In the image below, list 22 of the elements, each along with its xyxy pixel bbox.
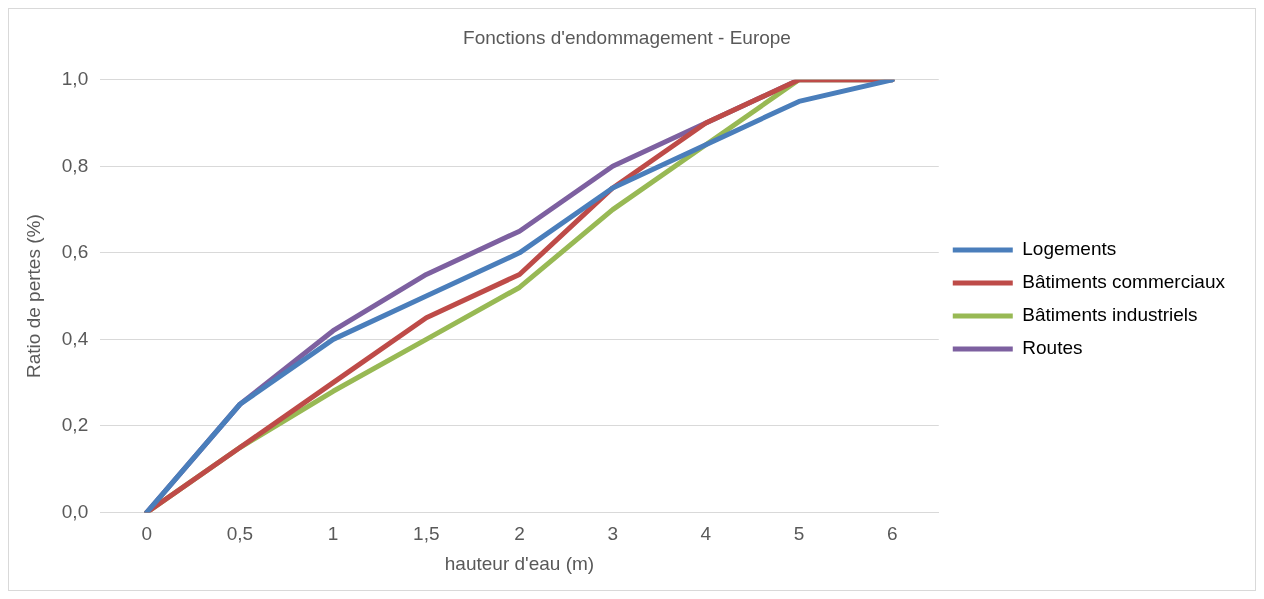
y-tick-label: 0,6 [61, 241, 89, 263]
x-tick-label: 1,5 [413, 523, 440, 545]
y-tick-label: 0,2 [61, 414, 89, 436]
x-tick-label: 1 [327, 523, 339, 545]
x-tick-label: 6 [886, 523, 898, 545]
y-tick-label: 0,8 [61, 154, 89, 176]
y-axis-title: Ratio de pertes (%) [22, 214, 44, 378]
x-axis-title: hauteur d'eau (m) [444, 552, 595, 574]
legend-label: Routes [1022, 337, 1083, 359]
legend-label: Logements [1022, 238, 1117, 260]
x-tick-label: 2 [514, 523, 525, 545]
legend-label: Bâtiments commerciaux [1022, 271, 1226, 293]
y-tick-label: 0,4 [61, 327, 89, 349]
y-tick-label: 1,0 [61, 68, 89, 90]
x-tick-label: 0,5 [226, 523, 254, 545]
x-tick-label: 4 [700, 523, 712, 545]
chart-title: Fonctions d'endommagement - Europe [463, 26, 791, 48]
x-tick-label: 3 [607, 523, 618, 545]
y-tick-label: 0,0 [61, 500, 89, 522]
x-tick-label: 5 [793, 523, 805, 545]
x-tick-label: 0 [141, 523, 153, 545]
legend-label: Bâtiments industriels [1022, 304, 1198, 326]
